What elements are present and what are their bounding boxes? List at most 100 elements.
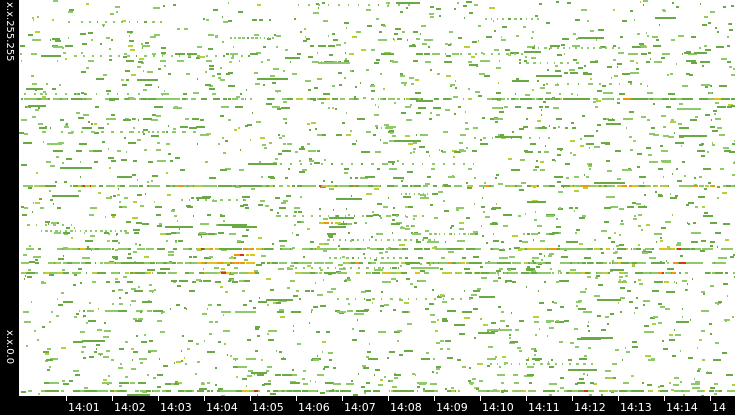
data-point — [157, 262, 160, 264]
data-point — [388, 161, 396, 163]
data-point — [726, 60, 731, 63]
data-point — [102, 140, 106, 143]
data-point — [597, 272, 601, 274]
data-point — [289, 61, 291, 63]
data-point — [241, 290, 245, 292]
data-point — [607, 185, 615, 187]
data-point — [456, 2, 459, 5]
data-point — [444, 109, 451, 112]
data-point — [60, 292, 65, 295]
data-point — [270, 75, 275, 77]
data-point — [131, 347, 135, 350]
data-point — [78, 116, 84, 119]
data-point — [93, 351, 98, 353]
data-point — [533, 321, 540, 324]
data-point — [63, 246, 68, 249]
data-point — [329, 187, 334, 190]
data-point — [526, 201, 547, 203]
data-point — [414, 185, 421, 187]
data-point — [673, 281, 675, 284]
data-point — [237, 241, 244, 243]
data-point — [497, 276, 502, 279]
data-point — [284, 57, 301, 59]
data-point — [647, 250, 652, 253]
data-point — [23, 321, 32, 323]
data-point — [570, 122, 574, 125]
data-point — [454, 324, 465, 326]
data-point — [399, 299, 404, 302]
plot-area[interactable] — [19, 0, 735, 396]
data-point — [56, 297, 58, 300]
data-point — [164, 64, 167, 67]
data-point — [540, 113, 543, 116]
data-point — [412, 233, 421, 235]
data-point — [292, 246, 296, 249]
data-point — [108, 248, 111, 250]
data-point — [345, 239, 347, 241]
data-point — [141, 45, 150, 47]
data-point — [340, 248, 350, 250]
data-point — [94, 230, 98, 232]
data-point — [62, 52, 67, 55]
data-point — [353, 313, 365, 315]
data-point — [280, 244, 285, 247]
data-point — [119, 347, 125, 350]
data-point — [508, 337, 512, 339]
data-point — [132, 173, 137, 176]
data-point — [110, 359, 114, 361]
data-point — [36, 172, 38, 175]
data-point — [269, 18, 271, 21]
data-point — [270, 392, 276, 395]
data-point — [233, 257, 237, 259]
data-point — [617, 302, 620, 305]
data-point — [78, 268, 83, 270]
data-point — [350, 129, 353, 132]
data-point — [139, 311, 142, 313]
data-point — [267, 58, 270, 61]
data-point — [151, 119, 159, 121]
x-axis-tick — [434, 396, 435, 401]
data-point — [309, 157, 312, 160]
data-point — [570, 92, 573, 95]
data-point — [279, 185, 284, 187]
data-point — [533, 248, 539, 250]
data-point — [681, 98, 686, 100]
data-point — [256, 120, 261, 123]
data-point — [551, 98, 561, 100]
data-point — [89, 355, 95, 358]
data-point — [441, 272, 451, 274]
data-point — [462, 257, 467, 259]
data-point — [386, 2, 391, 5]
data-point — [352, 257, 354, 259]
data-point — [554, 84, 559, 87]
data-point — [409, 193, 411, 195]
data-point — [266, 299, 294, 301]
data-point — [451, 390, 455, 392]
data-point — [710, 85, 712, 87]
data-point — [584, 257, 592, 259]
data-point — [495, 91, 501, 94]
data-point — [156, 142, 161, 145]
data-point — [404, 193, 407, 195]
data-point — [444, 42, 448, 45]
data-point — [696, 346, 698, 349]
data-point — [34, 330, 36, 332]
data-point — [179, 55, 181, 57]
data-point — [480, 224, 483, 227]
data-point — [81, 262, 88, 264]
data-point — [486, 329, 513, 331]
data-point — [287, 248, 293, 250]
data-point — [256, 374, 265, 376]
data-point — [445, 54, 451, 57]
data-point — [400, 227, 405, 229]
data-point — [493, 280, 499, 282]
data-point — [295, 98, 304, 100]
data-point — [107, 185, 115, 187]
data-point — [521, 53, 523, 55]
data-point — [347, 309, 353, 312]
data-point — [617, 177, 621, 180]
data-point — [596, 274, 600, 277]
data-point — [438, 262, 448, 264]
data-point — [709, 241, 716, 243]
data-point — [387, 4, 390, 6]
